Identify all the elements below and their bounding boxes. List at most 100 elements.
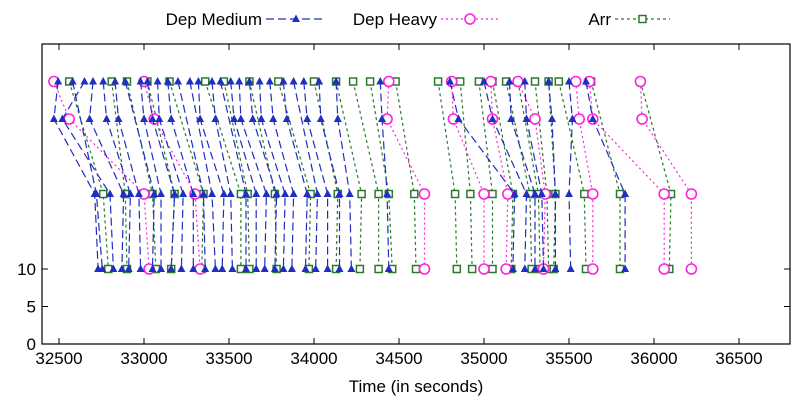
data-point bbox=[260, 264, 269, 272]
data-point bbox=[315, 77, 324, 85]
x-tick-label: 33500 bbox=[205, 349, 252, 368]
data-point bbox=[89, 77, 97, 85]
series-line bbox=[303, 81, 329, 269]
data-point bbox=[281, 189, 290, 197]
series-line bbox=[143, 81, 201, 270]
data-point bbox=[179, 189, 188, 197]
series-line bbox=[449, 81, 516, 270]
x-tick-label: 34500 bbox=[375, 349, 422, 368]
data-point bbox=[201, 264, 210, 272]
data-point bbox=[301, 264, 310, 272]
data-point bbox=[236, 114, 245, 122]
x-tick-label: 33000 bbox=[120, 349, 167, 368]
data-point bbox=[148, 114, 157, 122]
y-tick-label: 5 bbox=[27, 298, 36, 317]
data-point bbox=[335, 189, 344, 197]
data-point bbox=[539, 264, 548, 272]
data-point bbox=[582, 77, 590, 85]
data-point bbox=[98, 264, 107, 272]
series-line bbox=[491, 81, 514, 270]
data-point bbox=[508, 264, 517, 272]
series-line bbox=[124, 81, 155, 270]
data-point bbox=[106, 189, 114, 197]
data-point bbox=[418, 188, 431, 200]
data-point bbox=[566, 264, 575, 272]
data-point bbox=[588, 114, 597, 122]
data-point bbox=[621, 264, 630, 272]
data-point bbox=[520, 264, 529, 272]
data-point bbox=[109, 264, 118, 272]
data-point bbox=[216, 77, 225, 85]
data-point bbox=[488, 189, 497, 199]
series-line bbox=[588, 81, 665, 269]
series-line bbox=[204, 81, 242, 269]
data-point bbox=[488, 264, 497, 274]
series-line bbox=[483, 81, 528, 270]
data-point bbox=[433, 77, 443, 86]
data-point bbox=[658, 188, 671, 200]
data-point bbox=[452, 264, 462, 274]
data-point bbox=[636, 113, 648, 125]
legend: Dep Medium Dep Heavy Arr bbox=[166, 10, 670, 29]
data-point bbox=[140, 114, 148, 122]
data-point bbox=[554, 77, 564, 86]
legend-item: Arr bbox=[588, 10, 670, 29]
data-point bbox=[488, 114, 497, 122]
data-point bbox=[136, 77, 145, 85]
data-point bbox=[211, 114, 220, 122]
data-point bbox=[467, 264, 477, 274]
data-point bbox=[374, 189, 383, 199]
data-point bbox=[685, 263, 698, 275]
series-line bbox=[639, 81, 672, 270]
data-point bbox=[282, 114, 291, 122]
data-point bbox=[551, 264, 560, 272]
axes: 32500 33000 33500 34000 34500 35000 35500 36000… bbox=[17, 44, 790, 368]
data-point bbox=[505, 77, 514, 85]
data-point bbox=[335, 264, 344, 272]
legend-label: Dep Medium bbox=[166, 10, 262, 29]
data-point bbox=[126, 189, 135, 197]
series-line bbox=[386, 81, 426, 269]
x-tick-label: 32500 bbox=[35, 349, 82, 368]
data-point bbox=[531, 264, 539, 272]
data-point bbox=[580, 189, 589, 199]
series-line bbox=[238, 81, 268, 270]
data-point bbox=[621, 189, 630, 197]
series-line bbox=[437, 81, 458, 270]
series-line bbox=[517, 81, 546, 270]
data-point bbox=[257, 114, 266, 122]
series-line bbox=[478, 81, 494, 269]
data-point bbox=[136, 264, 145, 272]
data-point bbox=[255, 77, 264, 85]
data-point bbox=[189, 264, 198, 272]
data-point bbox=[196, 114, 205, 122]
series-line bbox=[490, 81, 509, 270]
series-layer bbox=[48, 75, 698, 275]
data-point bbox=[376, 77, 385, 85]
data-point bbox=[638, 14, 647, 24]
series-line bbox=[335, 81, 352, 270]
data-point bbox=[226, 77, 235, 85]
data-point bbox=[170, 189, 179, 197]
data-point bbox=[235, 77, 244, 85]
data-point bbox=[500, 263, 512, 275]
series-line bbox=[568, 81, 574, 270]
series-line bbox=[61, 81, 114, 270]
series-line bbox=[558, 81, 587, 270]
data-point bbox=[167, 264, 176, 272]
data-point bbox=[121, 77, 130, 85]
data-point bbox=[484, 75, 497, 88]
data-point bbox=[357, 189, 366, 199]
data-point bbox=[347, 264, 356, 272]
y-tick-label: 0 bbox=[27, 335, 36, 354]
data-point bbox=[143, 77, 152, 85]
x-tick-label: 35000 bbox=[460, 349, 507, 368]
data-point bbox=[265, 77, 274, 85]
series-line bbox=[524, 81, 545, 270]
data-point bbox=[58, 114, 67, 122]
data-point bbox=[185, 77, 194, 85]
data-point bbox=[316, 114, 325, 122]
data-point bbox=[411, 264, 421, 274]
data-point bbox=[455, 77, 465, 86]
